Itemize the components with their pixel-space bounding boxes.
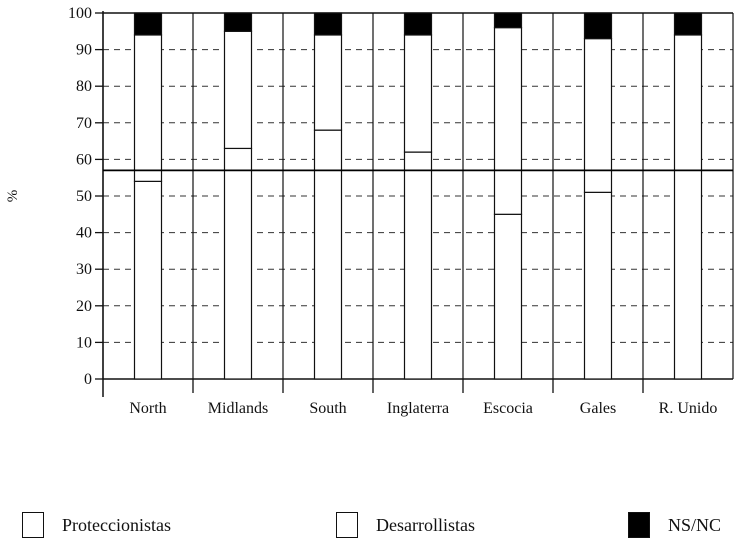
legend-swatch-desarrollistas <box>336 512 358 538</box>
y-tick-label: 90 <box>76 42 92 59</box>
bar-segment-desarrollistas <box>313 34 343 131</box>
bars <box>133 12 703 380</box>
grid-lines <box>102 13 734 379</box>
x-category-label: Gales <box>580 400 616 417</box>
legend-label: Desarrollistas <box>376 514 475 535</box>
x-category-label: South <box>309 400 346 417</box>
bar-segment-proteccionistas <box>133 180 163 380</box>
y-tick-label: 10 <box>76 334 92 351</box>
legend-label: NS/NC <box>668 514 722 535</box>
bar-segment-ns-nc <box>133 12 163 36</box>
bar-segment-ns-nc <box>493 12 523 29</box>
y-tick-label: 70 <box>76 115 92 132</box>
bar-segment-proteccionistas <box>223 147 253 380</box>
y-tick-label: 30 <box>76 261 92 278</box>
legend-swatch-ns-nc <box>628 512 650 538</box>
y-axis-label: % <box>5 190 21 203</box>
bar-segment-desarrollistas <box>223 30 253 150</box>
x-category-label: Escocia <box>483 400 533 417</box>
x-category-label: North <box>129 400 166 417</box>
bar-segment-proteccionistas <box>583 191 613 380</box>
bar-segment-ns-nc <box>583 12 613 40</box>
bar-segment-desarrollistas <box>493 27 523 215</box>
legend-swatch-proteccionistas <box>22 512 44 538</box>
legend-item-proteccionistas: Proteccionistas <box>22 512 171 538</box>
bar-segment-desarrollistas <box>133 34 163 182</box>
bar-segment-proteccionistas <box>673 169 703 380</box>
bar-segment-ns-nc <box>313 12 343 36</box>
y-tick-label: 80 <box>76 78 92 95</box>
legend-item-desarrollistas: Desarrollistas <box>336 512 475 538</box>
x-category-label: Midlands <box>208 400 268 417</box>
tick-labels: 0 10 20 30 40 50 60 70 80 90 100 North Midlands South… <box>68 5 717 417</box>
x-category-label: Inglaterra <box>387 400 449 417</box>
bar-segment-desarrollistas <box>403 34 433 153</box>
bar-segment-desarrollistas <box>673 34 703 171</box>
y-tick-label: 0 <box>84 371 92 388</box>
bar-segment-desarrollistas <box>583 38 613 193</box>
y-tick-label: 20 <box>76 298 92 315</box>
bar-segment-ns-nc <box>673 12 703 36</box>
x-category-label: R. Unido <box>659 400 718 417</box>
legend-item-ns-nc: NS/NC <box>628 512 721 538</box>
bar-segment-proteccionistas <box>403 151 433 380</box>
y-tick-label: 50 <box>76 188 92 205</box>
bar-segment-proteccionistas <box>313 129 343 380</box>
bar-segment-ns-nc <box>223 12 253 32</box>
legend: Proteccionistas Desarrollistas NS/NC <box>0 512 734 548</box>
y-tick-label: 40 <box>76 225 92 242</box>
y-tick-label: 60 <box>76 151 92 168</box>
bar-segment-ns-nc <box>403 12 433 36</box>
legend-label: Proteccionistas <box>62 514 171 535</box>
y-tick-label: 100 <box>68 5 92 22</box>
bar-segment-proteccionistas <box>493 213 523 380</box>
